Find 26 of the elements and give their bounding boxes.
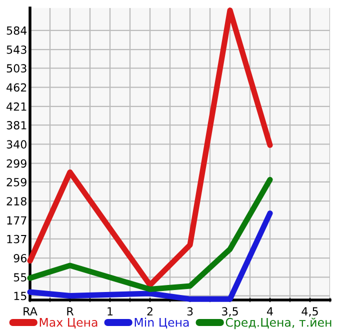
y-tick-label: 299 [6, 159, 26, 168]
x-tick-label: 4,5 [302, 307, 318, 317]
y-tick-label: 462 [6, 83, 26, 92]
x-tick-label: 3 [187, 307, 193, 316]
y-tick-label: 503 [6, 64, 26, 73]
x-tick-label: RA [24, 307, 38, 316]
y-tick-label: 96 [14, 254, 27, 262]
y-tick-label: 177 [7, 216, 26, 224]
x-tick-label: 4 [267, 307, 273, 316]
y-tick-label: 381 [6, 121, 26, 130]
y-tick-label: 15 [14, 292, 26, 300]
x-tick-label: R [67, 307, 74, 316]
y-tick-label: 584 [6, 26, 27, 35]
y-tick-label: 259 [6, 178, 26, 186]
y-tick-label: 55 [14, 273, 26, 282]
x-tick-label: 3,5 [222, 307, 238, 317]
legend-label: Min Цена [134, 318, 189, 328]
y-tick-label: 421 [6, 102, 26, 111]
legend-label: Max Цена [40, 318, 98, 328]
y-tick-label: 218 [6, 197, 26, 206]
y-tick-label: 543 [6, 45, 26, 54]
legend-label: Сред.Цена, т.йен [226, 318, 332, 330]
x-tick-label: 1 [108, 307, 113, 316]
y-tick-label: 340 [6, 140, 26, 149]
y-tick-label: 137 [7, 234, 26, 244]
x-tick-label: 2 [147, 307, 152, 316]
